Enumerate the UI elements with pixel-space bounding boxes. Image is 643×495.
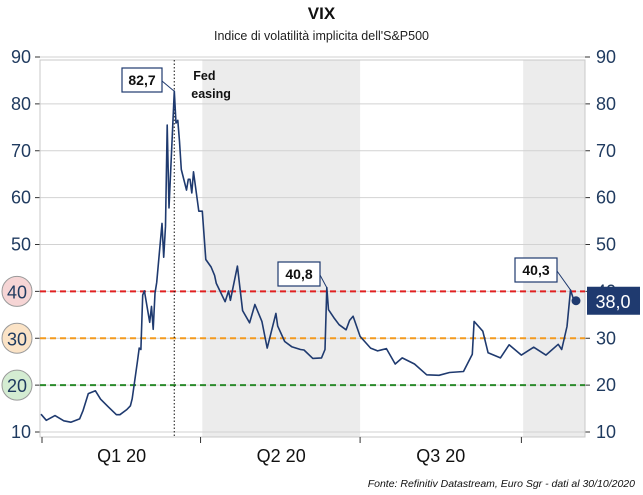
last-value-label: 38,0 [595,292,630,312]
y-tick-label-left: 80 [11,94,31,114]
y-tick-label-right: 20 [596,375,616,395]
y-tick-label-left: 50 [11,235,31,255]
x-tick-label: Q1 20 [97,446,146,466]
y-tick-label-right: 80 [596,94,616,114]
callout-label-october: 40,3 [522,262,549,278]
y-tick-label-right: 50 [596,235,616,255]
callout-box-june [277,261,321,287]
chart-subtitle: Indice di volatilità implicita dell'S&P5… [214,29,429,43]
callout-leader-peak [161,80,175,92]
shaded-period-0 [202,60,361,437]
callout-box-october [514,257,558,283]
y-tick-label-left: 90 [11,47,31,67]
chart-title: VIX [307,4,336,23]
y-tick-label-left: 20 [7,376,27,396]
last-value-dot [571,296,581,306]
callout-box-peak [121,67,163,93]
level-circle-20 [1,369,33,401]
y-tick-label-right: 30 [596,328,616,348]
y-tick-label-right: 10 [596,422,616,442]
shaded-period-1 [523,60,585,437]
fed-easing-label-line2: easing [191,87,231,101]
level-circle-30 [1,322,33,354]
source-note: Fonte: Refinitiv Datastream, Euro Sgr - … [367,478,635,490]
y-tick-label-right: 90 [596,47,616,67]
last-value-box [587,286,640,315]
plot-area-border [39,59,586,438]
y-tick-label-left: 40 [7,282,27,302]
callout-leader-june [319,274,328,288]
y-tick-label-left: 10 [11,422,31,442]
y-tick-label-left: 60 [11,188,31,208]
level-circle-40 [1,275,33,307]
vix-series-line [40,90,575,424]
y-tick-label-right: 60 [596,188,616,208]
callout-label-june: 40,8 [285,266,312,282]
y-tick-label-right: 70 [596,141,616,161]
callout-label-peak: 82,7 [128,72,155,88]
x-tick-label: Q3 20 [416,446,465,466]
x-tick-label: Q2 20 [257,446,306,466]
callout-leader-october [556,270,571,291]
y-tick-label-left: 70 [11,141,31,161]
y-tick-label-left: 30 [7,329,27,349]
fed-easing-label: Fed [193,69,215,83]
